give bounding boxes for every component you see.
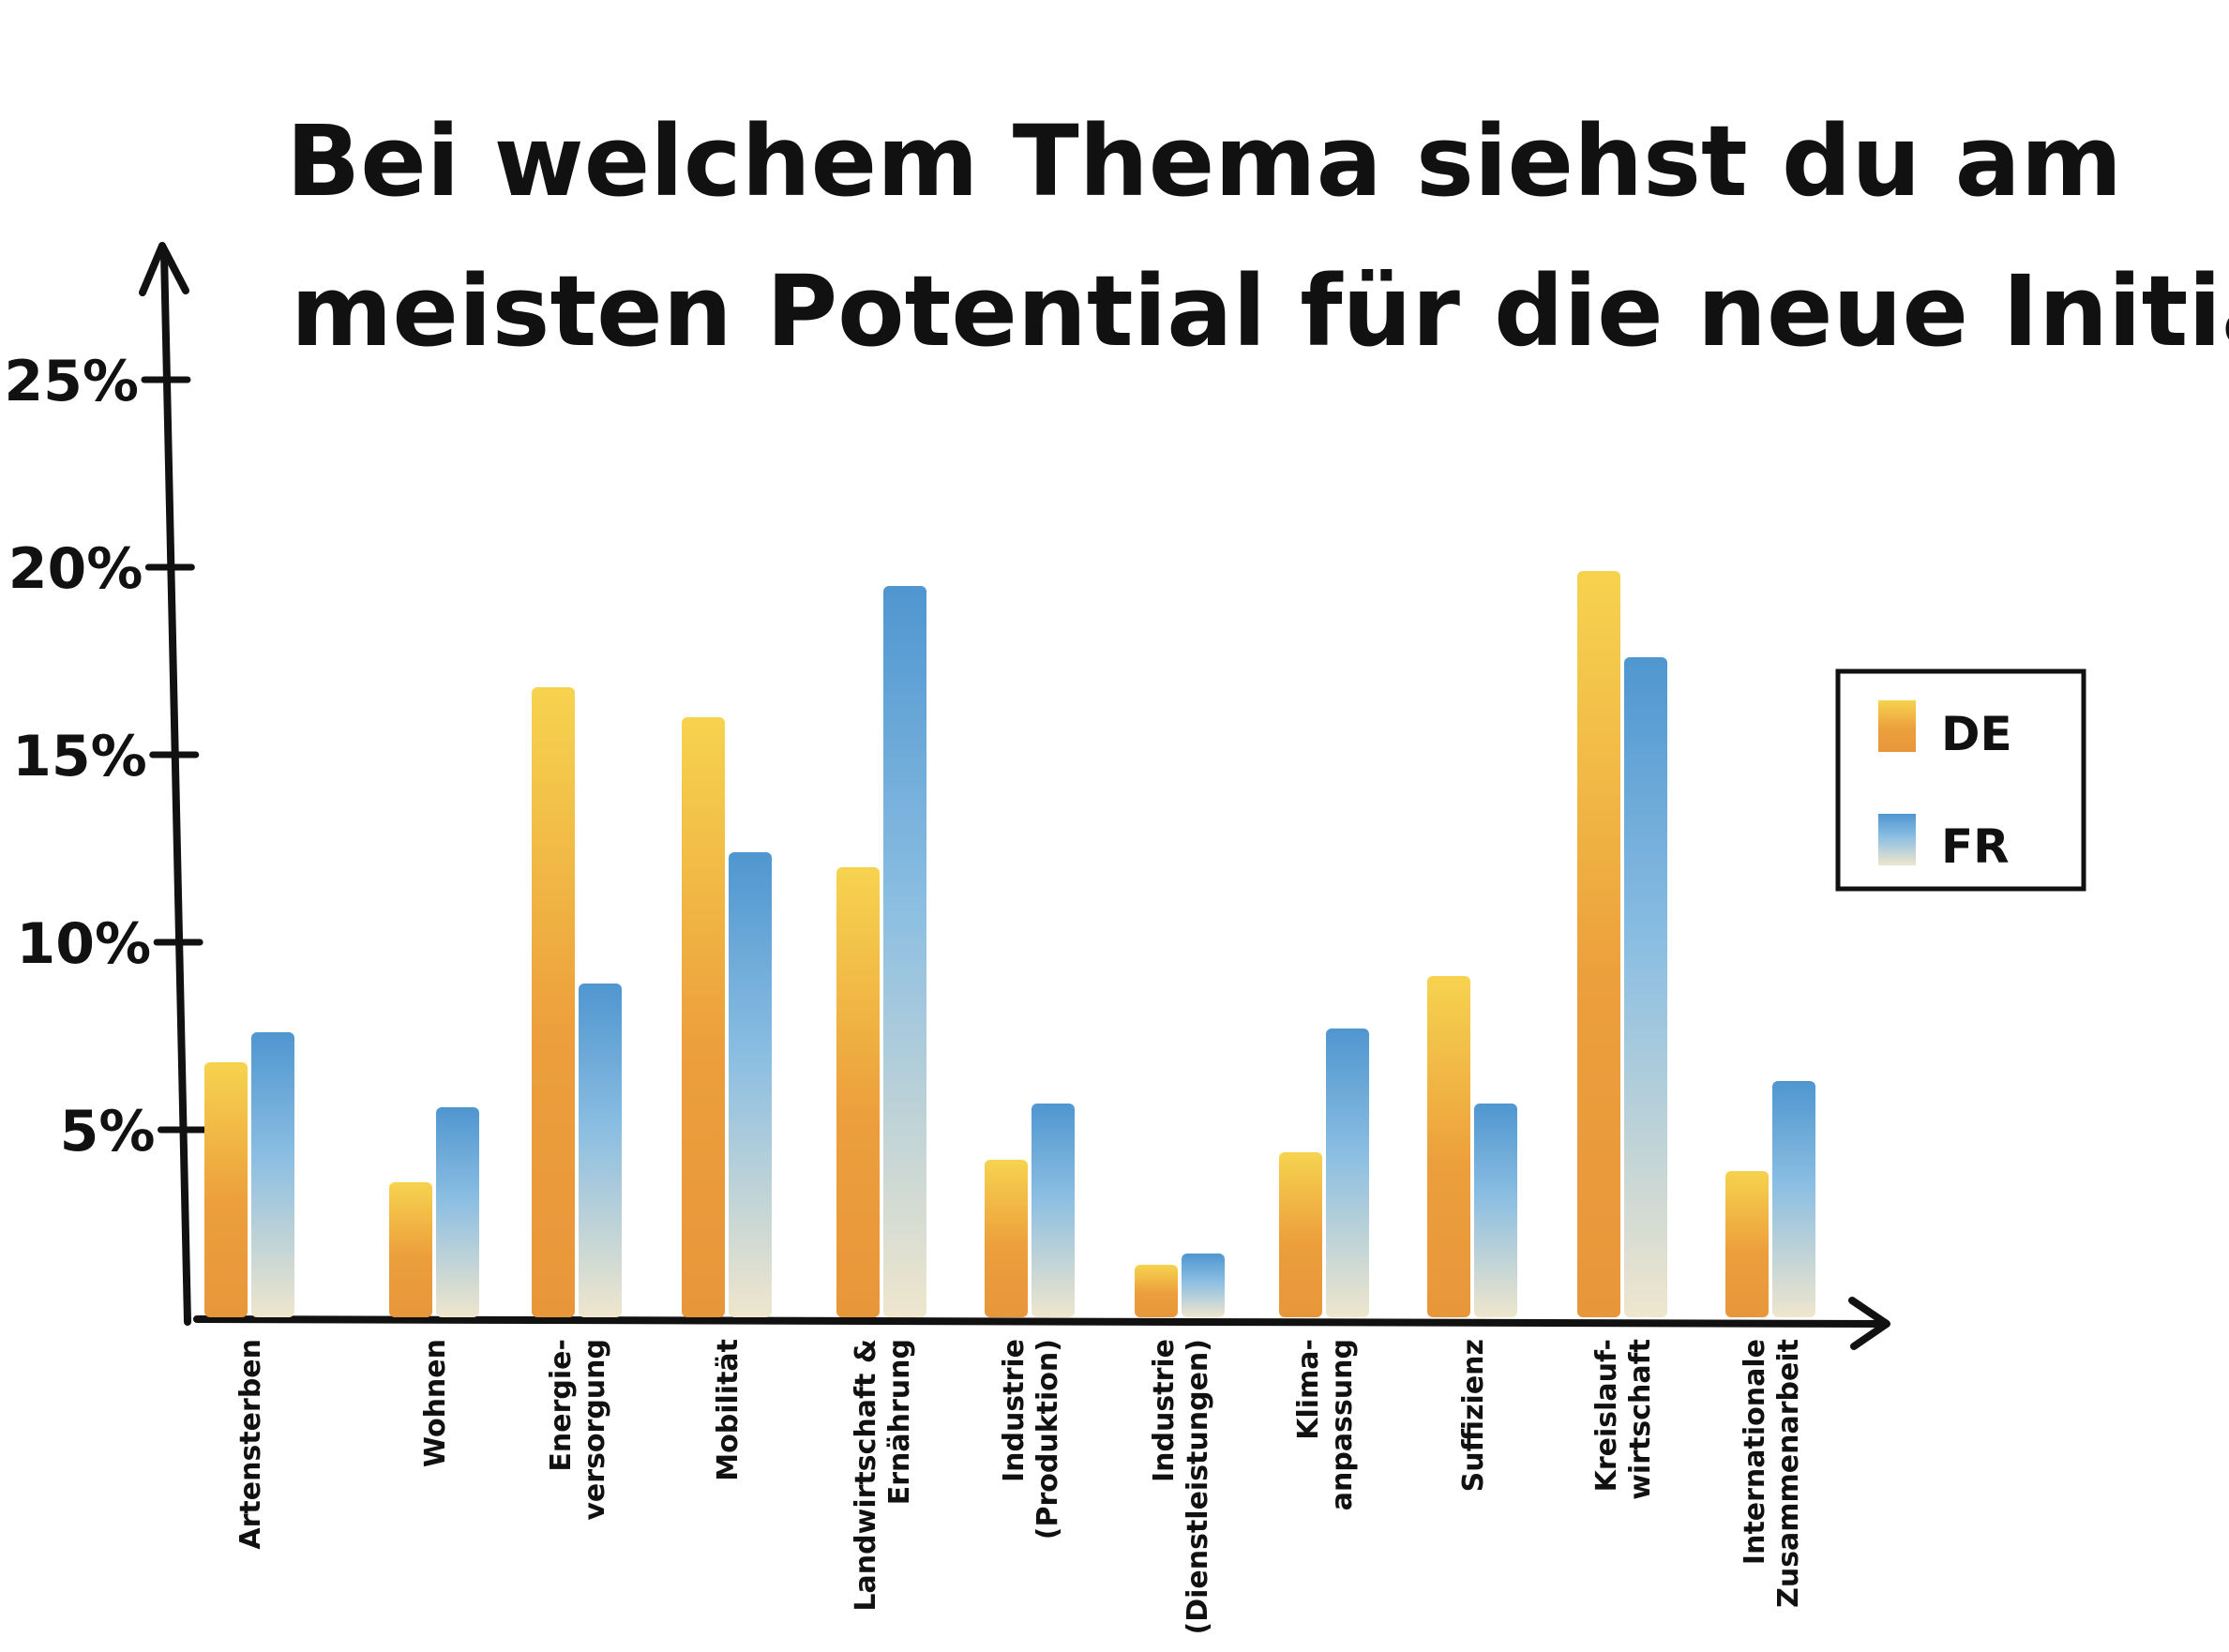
bar-fr [1326,1029,1369,1317]
x-tick-label-line: Wohnen [419,1339,452,1467]
y-tick-label: 15% [12,724,147,789]
bar-fr [579,984,622,1317]
bar-de [836,867,880,1317]
x-tick-label-line: Klima- [1292,1339,1325,1440]
x-tick-label-line: Kreislauf- [1590,1339,1623,1492]
bar-fr [1624,657,1667,1317]
bar-fr [883,586,926,1317]
bar-fr [1772,1081,1815,1317]
x-tick-label: Klima-anpassung [1292,1339,1359,1510]
x-tick-label: Landwirtschaft & Ernährung [850,1339,916,1612]
bar-fr [251,1032,294,1317]
bar-de [204,1062,248,1317]
bars [204,571,1815,1317]
x-tick-label-line: (Produktion) [1032,1339,1064,1539]
y-tick-label: 25% [4,349,139,414]
legend-label-de: DE [1941,707,2012,761]
bar-de [1577,571,1620,1317]
x-tick-label: Wohnen [419,1339,452,1467]
x-tick-label: Suffizienz [1457,1339,1490,1492]
legend-swatch-fr [1878,814,1916,865]
y-ticks: 5% 10% 15% 20% 25% [4,349,208,1164]
legend-swatch-de [1878,700,1916,752]
bar-de [1279,1152,1322,1317]
x-tick-label-line: Industrie [998,1339,1031,1482]
y-tick-label: 20% [8,536,143,602]
x-tick-label-line: anpassung [1326,1339,1359,1510]
x-tick-label: Mobilität [712,1339,745,1481]
x-tick-label: Kreislauf-wirtschaft [1590,1339,1657,1500]
x-axis [193,1297,1890,1350]
x-tick-label: Industrie (Dienstleistungen) [1148,1339,1214,1635]
chart-title-line-2: meisten Potential für die neue Initiativ… [291,254,2229,368]
x-tick-label-line: (Dienstleistungen) [1182,1339,1214,1635]
y-tick-label: 10% [16,911,151,977]
x-tick-label-line: Zusammenarbeit [1772,1339,1805,1608]
bar-de [1725,1171,1769,1317]
bar-fr [436,1107,479,1317]
legend-label-fr: FR [1941,819,2010,874]
bar-de [1427,976,1470,1317]
x-tick-label-line: Energie- [545,1339,578,1472]
chart-title-line-1: Bei welchem Thema siehst du am [286,104,2122,218]
x-tick-labels: Artensterben Wohnen Energie-versorgung Mobi… [234,1339,1805,1635]
bar-de [1135,1265,1178,1317]
bar-fr [1474,1104,1517,1317]
x-tick-label-line: Internationale [1739,1339,1771,1565]
x-tick-label: Artensterben [234,1339,267,1550]
x-tick-label-line: Landwirtschaft & [850,1339,882,1612]
x-tick-label: Industrie (Produktion) [998,1339,1064,1539]
x-tick-label-line: Artensterben [234,1339,267,1550]
y-tick-label: 5% [60,1099,156,1164]
x-tick-label-line: Suffizienz [1457,1339,1490,1492]
bar-fr [729,852,772,1317]
bar-de [682,717,725,1317]
bar-de [532,687,575,1317]
legend: DE FR [1835,668,2086,892]
x-tick-label-line: wirtschaft [1624,1339,1657,1500]
x-tick-label-line: versorgung [579,1339,611,1521]
x-tick-label-line: Industrie [1148,1339,1181,1482]
legend-box [1835,668,2086,892]
bar-de [389,1182,432,1317]
bar-fr [1032,1104,1075,1317]
x-tick-label: Internationale Zusammenarbeit [1739,1339,1805,1608]
bar-fr [1182,1254,1225,1317]
x-tick-label: Energie-versorgung [545,1339,611,1521]
x-tick-label-line: Ernährung [883,1339,916,1505]
y-axis [139,242,191,1326]
bar-de [985,1160,1028,1317]
x-tick-label-line: Mobilität [712,1339,745,1481]
